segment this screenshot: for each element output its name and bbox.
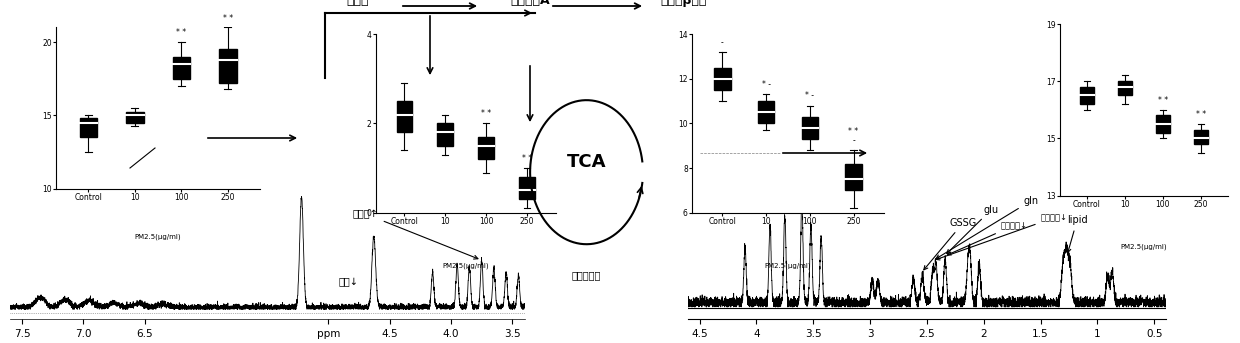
Text: TCA: TCA (567, 153, 606, 171)
Bar (79, 118, 97, 137)
Text: 三羲酸循环: 三羲酸循环 (572, 270, 601, 280)
Bar (714, 68, 730, 90)
Bar (479, 137, 494, 159)
Bar (1194, 130, 1208, 144)
Text: * -: * - (761, 80, 771, 89)
Bar (1117, 81, 1132, 95)
Text: 脂肪酸β氧化: 脂肪酸β氧化 (660, 0, 707, 7)
Text: GSSG: GSSG (924, 218, 977, 270)
Bar (219, 49, 237, 83)
Text: PM2.5(μg/ml): PM2.5(μg/ml) (765, 263, 811, 269)
Bar (520, 177, 534, 199)
Bar (1156, 116, 1171, 133)
Text: PM2.5(μg/ml): PM2.5(μg/ml) (135, 234, 181, 240)
Text: 葡萄糖↑: 葡萄糖↑ (353, 209, 477, 259)
Text: * *: * * (223, 14, 233, 23)
Text: PM2.5(μg/ml): PM2.5(μg/ml) (443, 263, 489, 269)
Bar (846, 164, 862, 190)
Bar (126, 113, 144, 123)
Text: glu: glu (947, 204, 999, 253)
Text: 丙酮酸: 丙酮酸 (347, 0, 370, 7)
Text: 谷胱甯肽↓: 谷胱甯肽↓ (947, 221, 1028, 255)
Text: gln: gln (936, 196, 1039, 259)
Text: * *: * * (1158, 96, 1168, 105)
Text: -: - (722, 38, 724, 47)
Text: * -: * - (805, 91, 815, 100)
Bar (801, 117, 818, 139)
Bar (172, 57, 190, 79)
Text: 乳酸↓: 乳酸↓ (339, 277, 358, 287)
Bar (397, 101, 412, 132)
Text: * *: * * (481, 109, 491, 118)
Text: lipid: lipid (1066, 215, 1087, 252)
Text: * *: * * (522, 154, 532, 163)
Text: * *: * * (1195, 110, 1207, 119)
Text: 乙酰辅醂A: 乙酰辅醂A (510, 0, 549, 7)
Bar (1080, 87, 1094, 104)
Bar (758, 101, 775, 123)
Text: * *
-: * * - (848, 127, 858, 145)
Bar (438, 123, 453, 146)
Text: PM2.5(μg/ml): PM2.5(μg/ml) (1121, 244, 1167, 250)
Text: * *: * * (176, 28, 186, 37)
Text: 谷氨酰酣↓: 谷氨酰酣↓ (936, 213, 1068, 260)
